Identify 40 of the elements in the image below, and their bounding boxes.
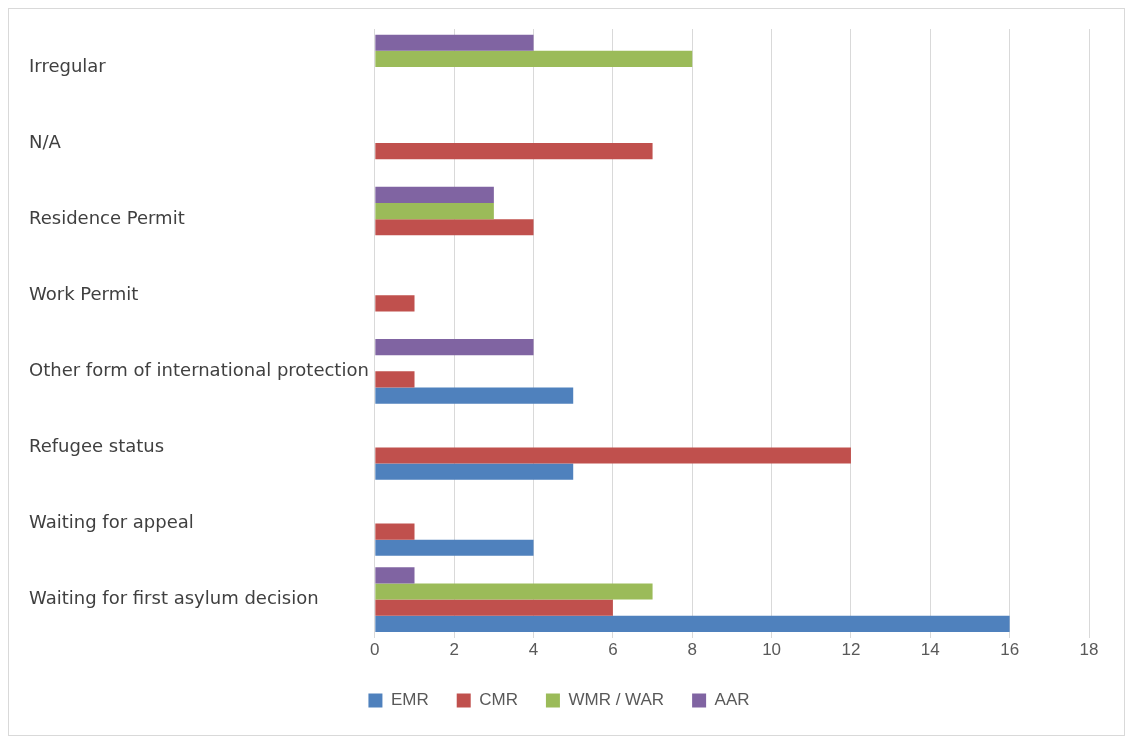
bar xyxy=(375,583,653,600)
bar xyxy=(375,186,494,204)
legend-label: AAR xyxy=(714,690,750,710)
bar xyxy=(375,387,574,404)
bar xyxy=(375,567,415,584)
bar xyxy=(375,371,415,388)
bar xyxy=(375,599,613,616)
y-tick-label: Refugee status xyxy=(29,435,165,457)
x-tick-label: 2 xyxy=(449,640,459,660)
x-tick-label: 0 xyxy=(370,640,380,660)
x-tick-label: 16 xyxy=(1000,640,1020,660)
y-tick-label: Waiting for first asylum decision xyxy=(29,587,319,609)
x-tick-label: 10 xyxy=(762,640,782,660)
legend-label: WMR / WAR xyxy=(568,690,665,710)
bar xyxy=(375,463,574,480)
bar xyxy=(375,539,534,556)
x-tick-label: 4 xyxy=(528,640,539,660)
bar xyxy=(375,34,534,51)
y-tick-label: Work Permit xyxy=(29,282,139,304)
y-tick-label: Waiting for appeal xyxy=(29,511,194,533)
bar xyxy=(375,447,851,464)
y-tick-label: Other form of international protection xyxy=(29,359,369,381)
bar xyxy=(375,50,693,68)
x-tick-label: 6 xyxy=(608,640,618,660)
x-tick-label: 8 xyxy=(687,640,697,660)
y-tick-label: Irregular xyxy=(29,54,107,76)
bar xyxy=(375,295,415,312)
bar xyxy=(375,219,534,236)
x-tick-label: 18 xyxy=(1079,640,1099,660)
bar xyxy=(375,143,653,160)
legend-label: CMR xyxy=(479,690,518,710)
x-tick-label: 14 xyxy=(920,640,940,660)
bar xyxy=(375,523,415,540)
bar xyxy=(375,203,494,220)
y-tick-label: Residence Permit xyxy=(29,206,185,228)
x-tick-label: 12 xyxy=(841,640,861,660)
bar xyxy=(375,339,534,356)
bar xyxy=(375,615,1010,632)
y-tick-label: N/A xyxy=(29,130,62,152)
legend-label: EMR xyxy=(390,690,429,710)
